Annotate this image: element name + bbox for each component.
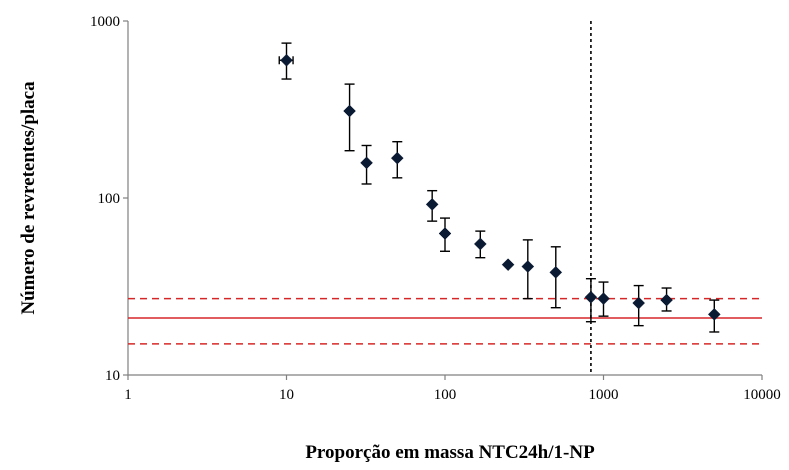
- data-point: [660, 293, 673, 307]
- data-point: [425, 198, 439, 211]
- data-point: [501, 258, 515, 272]
- data-point: [280, 53, 293, 67]
- x-tick-label: 10000: [743, 387, 781, 403]
- data-point: [473, 237, 487, 251]
- x-tick-label: 1000: [589, 387, 619, 403]
- data-point: [584, 290, 598, 304]
- data-points: [278, 42, 721, 333]
- y-tick-label: 100: [98, 191, 121, 207]
- data-point: [343, 104, 356, 118]
- y-tick-label: 1000: [90, 14, 120, 30]
- plot-frame: [127, 21, 762, 376]
- x-tick-label: 1: [124, 387, 132, 403]
- x-axis-title: Proporção em massa NTC24h/1-NP: [305, 442, 595, 463]
- data-point: [707, 308, 721, 321]
- data-point: [521, 260, 535, 273]
- y-tick-label: 10: [105, 368, 120, 384]
- data-point: [360, 156, 373, 170]
- data-point: [438, 227, 452, 240]
- data-point: [549, 266, 563, 279]
- data-point: [390, 151, 404, 165]
- reference-lines: [128, 21, 762, 375]
- data-point: [597, 292, 610, 306]
- x-tick-label: 100: [434, 387, 457, 403]
- data-point: [632, 296, 646, 310]
- x-tick-label: 10: [279, 387, 294, 403]
- y-axis-title: Número de revretentes/placa: [18, 81, 39, 315]
